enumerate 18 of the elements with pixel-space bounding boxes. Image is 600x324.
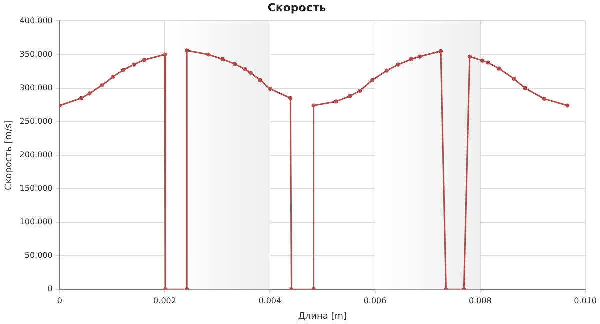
y-tick-label: 350.000 bbox=[20, 50, 53, 59]
y-tick-label: 400.000 bbox=[20, 16, 53, 26]
x-tick-label: 0.004 bbox=[258, 296, 282, 306]
y-tick-label: 200.000 bbox=[20, 150, 53, 160]
x-tick-label: 0.008 bbox=[468, 296, 492, 306]
y-tick-label: 300.000 bbox=[20, 83, 53, 92]
x-axis-title: Длина [m] bbox=[298, 312, 348, 322]
y-tick-label: 50.000 bbox=[24, 251, 53, 260]
y-tick-label: 250.000 bbox=[20, 116, 53, 126]
y-axis-title: Скорость [m/s] bbox=[4, 120, 15, 191]
x-tick-label: 0.006 bbox=[364, 296, 387, 306]
y-tick-label: 0 bbox=[48, 284, 53, 294]
x-tick-label: 0.002 bbox=[154, 296, 176, 306]
y-tick-label: 150.000 bbox=[20, 184, 53, 194]
x-tick-label: 0.010 bbox=[574, 296, 597, 306]
x-tick-label: 0 bbox=[57, 296, 62, 306]
y-tick-label: 100.000 bbox=[20, 218, 53, 227]
chart-title: Скорость bbox=[268, 1, 326, 14]
